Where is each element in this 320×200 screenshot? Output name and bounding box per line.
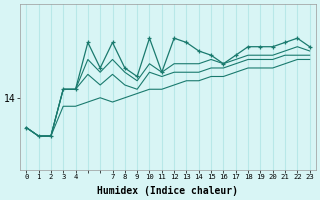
X-axis label: Humidex (Indice chaleur): Humidex (Indice chaleur) [98,186,238,196]
